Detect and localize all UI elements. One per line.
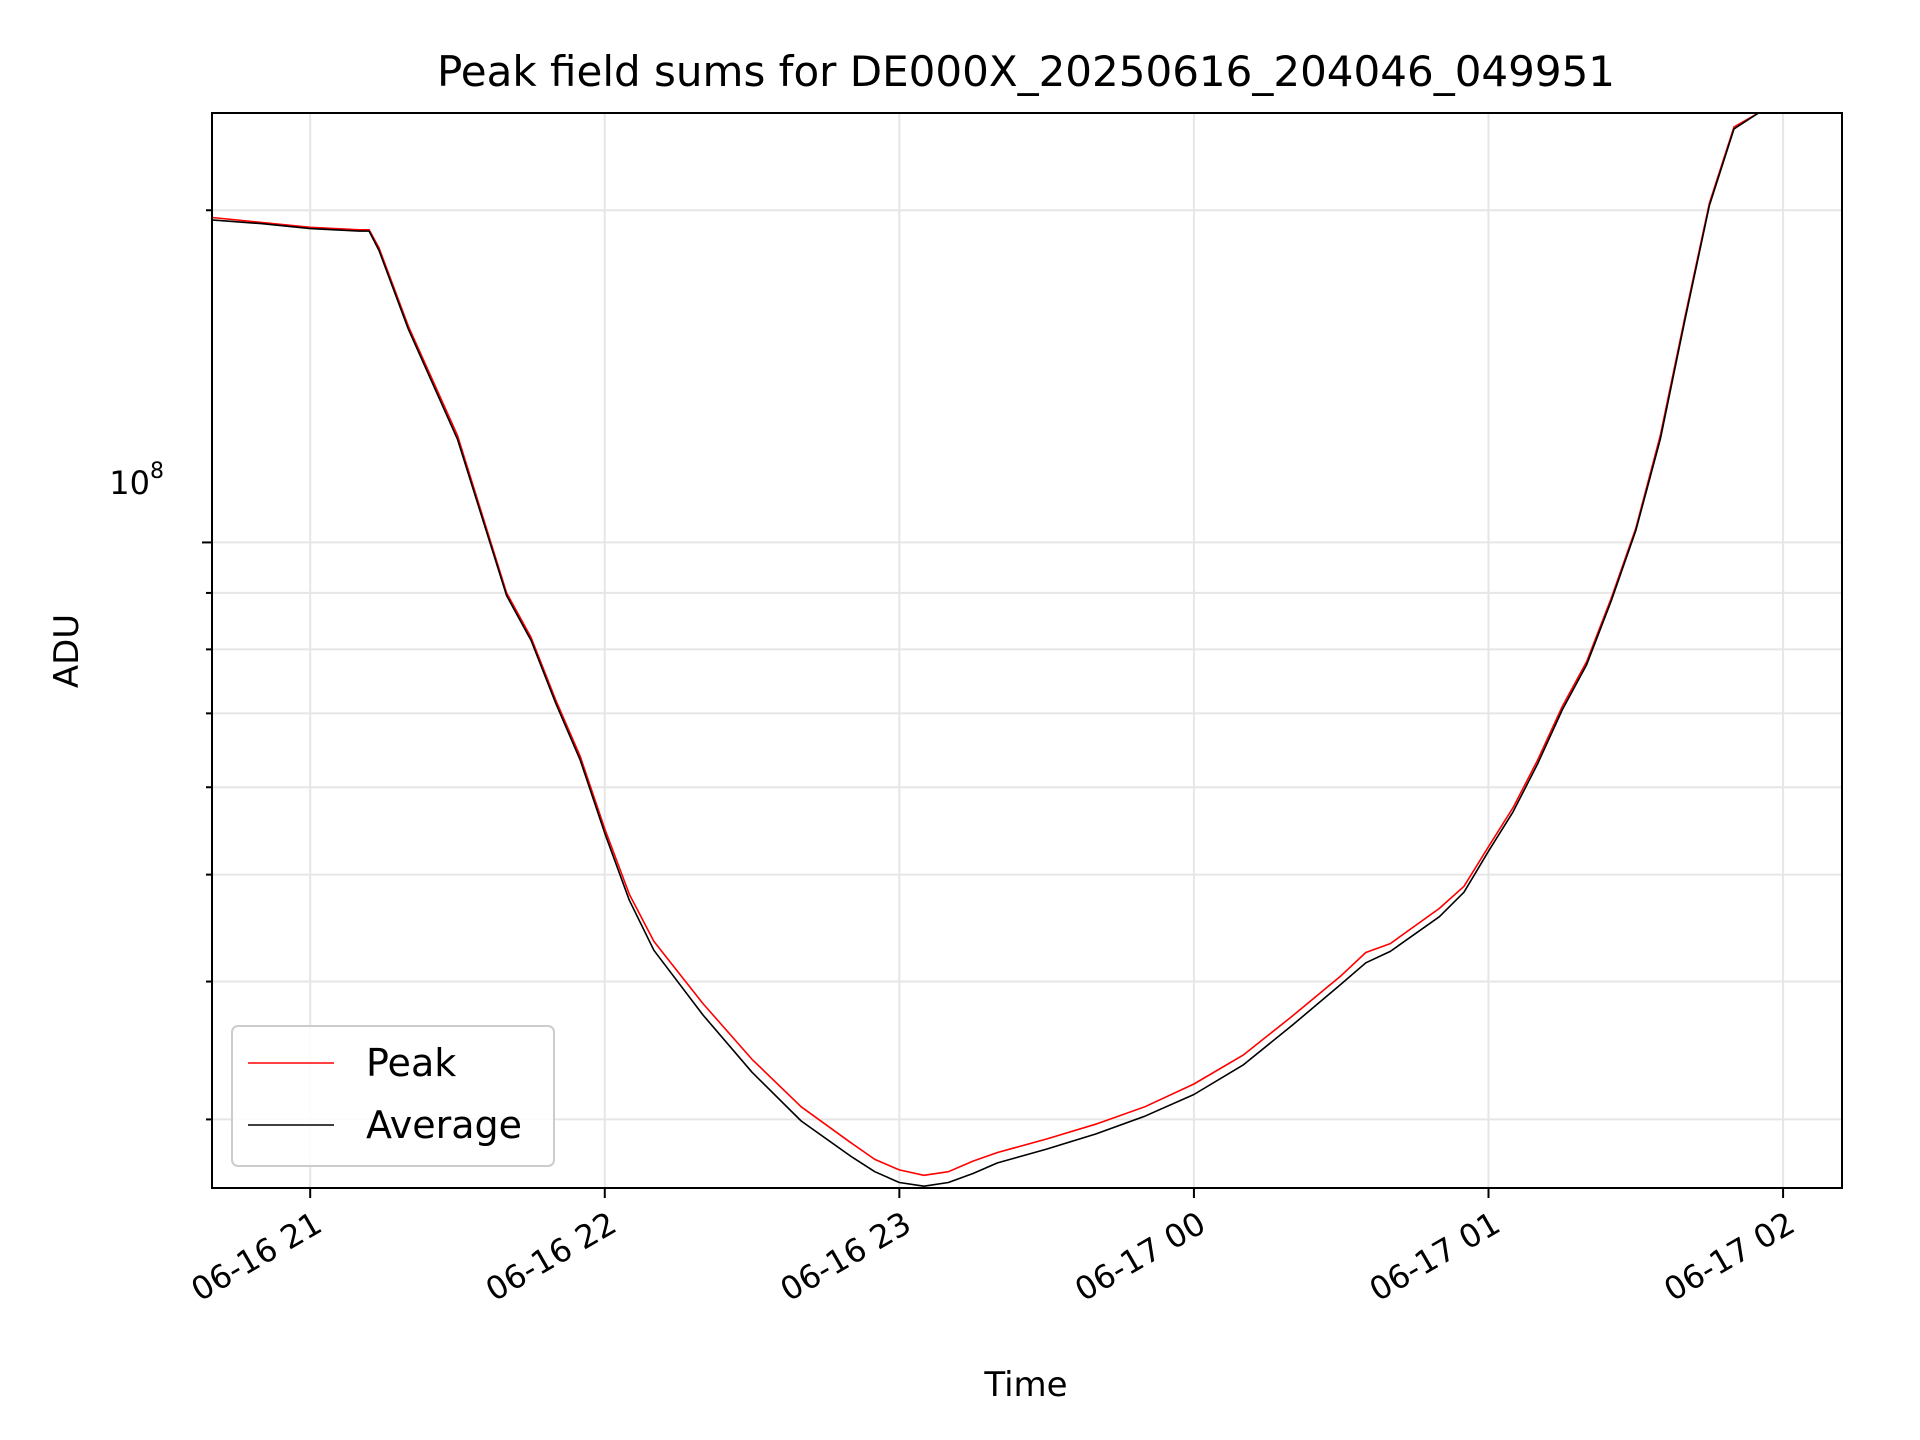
x-axis-label: Time — [983, 1365, 1067, 1405]
y-major-tick-base: 10 — [109, 464, 150, 502]
grid-layer — [212, 113, 1842, 1188]
y-axis-ticks — [202, 209, 212, 1121]
series-layer — [212, 113, 1828, 1187]
legend: Peak Average — [231, 1025, 555, 1167]
legend-label-average: Average — [366, 1103, 522, 1147]
legend-box — [231, 1025, 555, 1167]
legend-label-peak: Peak — [366, 1041, 456, 1085]
y-axis-label: ADU — [47, 614, 87, 688]
series-line-average — [212, 113, 1828, 1187]
chart-title: Peak field sums for DE000X_20250616_2040… — [437, 47, 1615, 96]
y-major-tick-exponent: 8 — [150, 459, 164, 484]
plot-frame — [211, 112, 1843, 1189]
y-major-tick-label: 108 — [109, 459, 164, 502]
series-line-peak — [212, 113, 1828, 1177]
